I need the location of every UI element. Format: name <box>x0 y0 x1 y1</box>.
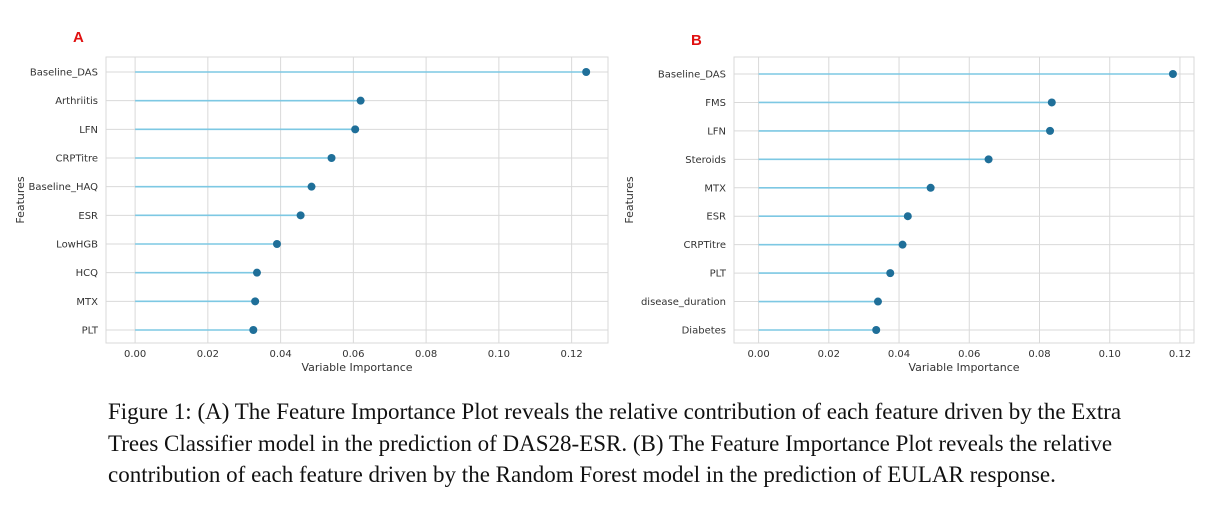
chart-panel-b: B 0.00 0.02 0.04 0.06 0.08 0.10 0.12 Baseline_D… <box>612 0 1222 390</box>
lollipop-marker <box>886 269 895 278</box>
y-axis-label: Features <box>14 176 27 224</box>
lollipop-marker <box>1047 98 1056 107</box>
feature-importance-chart-b: 0.00 0.02 0.04 0.06 0.08 0.10 0.12 Baseline_DAS… <box>623 56 1195 374</box>
lollipop-marker <box>252 268 261 277</box>
y-tick-label: Baseline_DAS <box>658 70 726 81</box>
x-tick-label: 0.06 <box>342 349 364 360</box>
y-tick-label: MTX <box>704 183 726 194</box>
lollipop-marker <box>898 240 907 249</box>
y-tick-label: PLT <box>82 326 99 337</box>
lollipop-marker <box>582 68 591 76</box>
chart-panel-a: A 0.00 0.02 0.04 0.06 0.08 0.10 0.12 Baseline_D… <box>0 0 612 390</box>
y-tick-label: disease_duration <box>641 297 726 308</box>
feature-importance-chart-a: 0.00 0.02 0.04 0.06 0.08 0.10 0.12 Baseline_DAS… <box>14 56 609 374</box>
x-tick-label: 0.06 <box>958 349 980 360</box>
y-tick-label: LowHGB <box>56 240 98 251</box>
panel-label-a: A <box>73 29 84 46</box>
lollipop-marker <box>872 326 881 334</box>
lollipop-marker <box>307 182 316 191</box>
y-tick-label: Baseline_DAS <box>30 68 98 79</box>
y-tick-label: CRPTitre <box>683 240 726 251</box>
y-tick-label: Arthriitis <box>55 96 98 107</box>
lollipop-marker <box>249 326 258 334</box>
y-tick-label: PLT <box>710 269 727 280</box>
lollipop-marker <box>1168 70 1177 78</box>
lollipop-marker <box>1046 126 1055 135</box>
lollipop-marker <box>251 297 260 306</box>
x-tick-label: 0.04 <box>888 349 910 360</box>
y-tick-label: Steroids <box>685 155 726 166</box>
lollipop-marker <box>926 183 935 192</box>
y-tick-label: CRPTitre <box>55 154 98 165</box>
x-axis-label: Variable Importance <box>908 361 1019 374</box>
x-tick-label: 0.02 <box>818 349 840 360</box>
plot-frame <box>733 56 1195 344</box>
lollipop-marker <box>903 212 912 221</box>
x-tick-label: 0.10 <box>1099 349 1121 360</box>
lollipop-marker <box>296 211 305 220</box>
y-tick-label: LFN <box>79 125 98 136</box>
x-axis-label: Variable Importance <box>301 361 412 374</box>
x-tick-label: 0.04 <box>269 349 291 360</box>
y-tick-label: MTX <box>76 297 98 308</box>
y-axis-label: Features <box>623 176 636 224</box>
x-tick-label: 0.08 <box>415 349 437 360</box>
x-tick-label: 0.12 <box>1169 349 1191 360</box>
panel-label-b: B <box>691 32 702 49</box>
lollipop-marker <box>356 96 365 105</box>
figure-caption: Figure 1: (A) The Feature Importance Plo… <box>108 399 1122 487</box>
lollipop-marker <box>272 240 281 248</box>
x-tick-label: 0.10 <box>488 349 510 360</box>
lollipop-marker <box>327 154 336 162</box>
lollipop-marker <box>984 155 993 164</box>
y-tick-label: HCQ <box>76 268 99 279</box>
x-tick-label: 0.12 <box>560 349 582 360</box>
y-tick-label: LFN <box>707 126 726 137</box>
x-tick-label: 0.02 <box>197 349 219 360</box>
y-tick-label: ESR <box>706 212 726 223</box>
plot-frame <box>105 56 609 344</box>
y-tick-label: Diabetes <box>682 326 726 337</box>
y-tick-label: Baseline_HAQ <box>29 182 99 193</box>
lollipop-marker <box>873 297 882 306</box>
lollipop-marker <box>351 125 360 134</box>
y-tick-label: ESR <box>78 211 98 222</box>
x-tick-label: 0.08 <box>1028 349 1050 360</box>
y-tick-label: FMS <box>705 98 726 109</box>
x-tick-label: 0.00 <box>747 349 769 360</box>
x-tick-label: 0.00 <box>124 349 146 360</box>
